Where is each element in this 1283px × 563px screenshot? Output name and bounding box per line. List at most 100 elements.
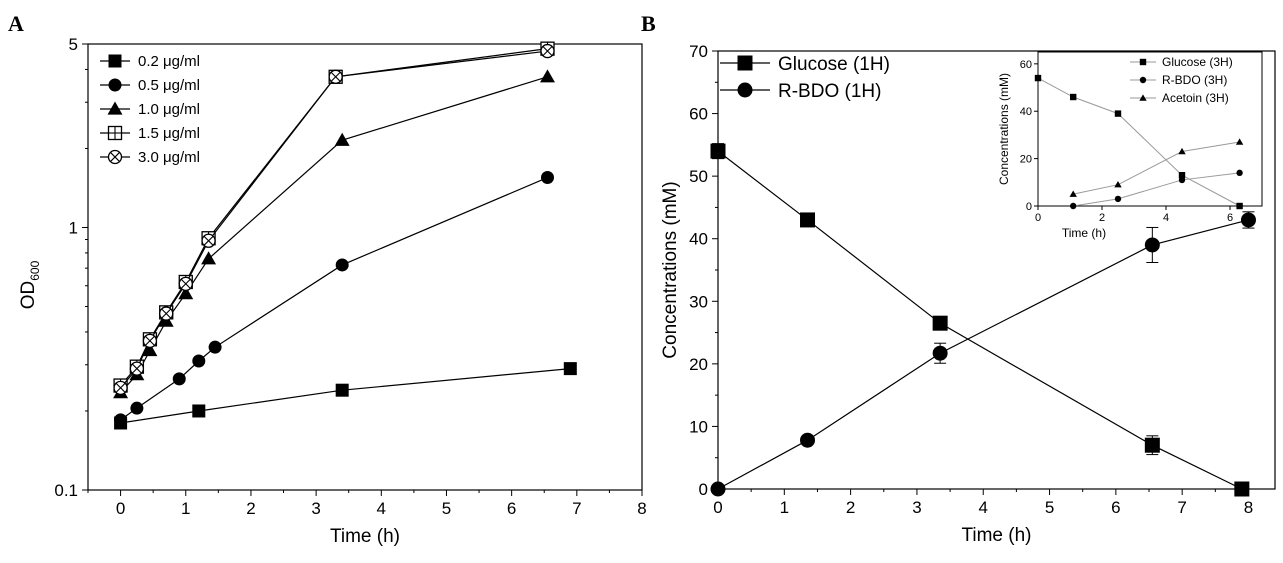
inset-x-axis-title: Time (h) [1062, 226, 1106, 240]
x-tick-label: 8 [1244, 498, 1253, 517]
data-point [540, 69, 555, 83]
y-tick-label: 1 [69, 218, 78, 237]
x-tick-label: 6 [507, 499, 516, 518]
inset-data-point [1236, 169, 1243, 177]
data-point [201, 251, 217, 265]
data-point [710, 143, 726, 159]
inset-series-line [1073, 172, 1240, 207]
y-tick-label: 50 [689, 167, 708, 186]
x-tick-label: 7 [572, 499, 581, 518]
series-1-0-g-ml [113, 69, 555, 399]
data-point [1240, 212, 1256, 228]
data-point [192, 354, 206, 368]
y-tick-label: 0.1 [54, 481, 78, 500]
data-point [114, 413, 128, 427]
legend-label: R-BDO (1H) [778, 81, 881, 102]
legend-marker [107, 149, 123, 165]
x-tick-label: 1 [181, 499, 190, 518]
inset-y-axis-title: Concentrations (mM) [997, 73, 1011, 185]
x-tick-label: 6 [1111, 498, 1120, 517]
legend-label: 1.0 μg/ml [138, 101, 200, 118]
y-tick-label: 60 [689, 105, 708, 124]
inset-data-point [1114, 180, 1122, 188]
y-tick-label: 70 [689, 42, 708, 61]
data-point [328, 69, 343, 84]
x-tick-label: 0 [116, 499, 125, 518]
data-point [142, 343, 158, 357]
y-axis-title: OD600 [18, 260, 42, 309]
x-tick-label: 1 [780, 498, 789, 517]
data-point [130, 401, 144, 415]
inset-x-tick-label: 2 [1099, 212, 1105, 224]
inset-data-point [1070, 202, 1077, 210]
data-point [335, 258, 349, 272]
x-tick-label: 8 [637, 499, 646, 518]
x-tick-label: 7 [1177, 498, 1186, 517]
data-point [1144, 437, 1160, 453]
x-axis-title: Time (h) [330, 526, 400, 547]
x-tick-label: 5 [442, 499, 451, 518]
inset-series-line [1073, 141, 1240, 195]
inset-legend-label: Glucose (3H) [1162, 55, 1233, 69]
data-point [201, 233, 216, 248]
data-point [932, 315, 948, 331]
y-axis-title-subscript: 600 [28, 260, 42, 280]
inset-data-point [1070, 93, 1077, 101]
y-axis-title-main: OD [18, 281, 39, 310]
data-point [1144, 237, 1160, 253]
inset-series-glucose-3h [1034, 74, 1243, 210]
inset-data-point [1178, 172, 1186, 179]
legend-b: Glucose (1H) R-BDO (1H) [720, 54, 890, 102]
data-point [800, 432, 816, 448]
series-line [717, 219, 1249, 490]
inset-data-point [1236, 202, 1243, 210]
series-0-2-g-ml [114, 362, 577, 430]
data-point [710, 481, 726, 497]
inset-y-tick-label: 40 [1020, 106, 1032, 118]
legend-marker [737, 55, 753, 71]
series-3-0-g-ml [113, 43, 555, 395]
inset-x-tick-label: 4 [1163, 212, 1169, 224]
y-tick-label: 5 [69, 35, 78, 54]
data-point [1234, 481, 1250, 497]
data-point [159, 306, 174, 321]
y-tick-label: 30 [689, 292, 708, 311]
x-tick-label: 3 [912, 498, 921, 517]
inset-legend-label: R-BDO (3H) [1162, 73, 1227, 87]
x-axis-title: Time (h) [961, 525, 1031, 546]
inset-legend-label: Acetoin (3H) [1162, 91, 1229, 105]
y-tick-label: 0 [699, 480, 708, 499]
y-axis-title: Concentrations (mM) [660, 181, 681, 358]
inset-legend-marker [1139, 58, 1147, 66]
y-tick-label: 20 [689, 355, 708, 374]
legend-marker [108, 54, 122, 68]
x-tick-label: 4 [377, 499, 386, 518]
data-point [142, 333, 158, 348]
legend-label: 0.5 μg/ml [138, 77, 200, 94]
inset-legend-marker [1139, 76, 1147, 84]
x-tick-label: 3 [311, 499, 320, 518]
data-point [932, 345, 948, 361]
inset-y-tick-label: 0 [1026, 201, 1032, 213]
legend-marker [107, 125, 123, 141]
inset-data-point [1178, 176, 1186, 184]
data-point [178, 276, 193, 291]
data-point [540, 171, 554, 185]
legend-label: 1.5 μg/ml [138, 125, 200, 142]
y-tick-label: 10 [689, 417, 708, 436]
data-point [129, 361, 145, 376]
data-point [800, 212, 816, 228]
data-point [178, 286, 194, 300]
x-tick-label: 0 [713, 498, 722, 517]
data-point [335, 383, 349, 397]
series-0-5-g-ml [114, 171, 554, 427]
legend-marker [108, 78, 122, 92]
legend-a: 0.2 μg/ml 0.5 μg/ml 1.0 μg/ml 1.5 μg/ml 3.0 … [100, 53, 200, 166]
x-tick-label: 2 [846, 498, 855, 517]
inset-data-point [1114, 110, 1122, 117]
series-r-bdo-1h [710, 211, 1256, 497]
panel-b-label: B [641, 11, 656, 36]
